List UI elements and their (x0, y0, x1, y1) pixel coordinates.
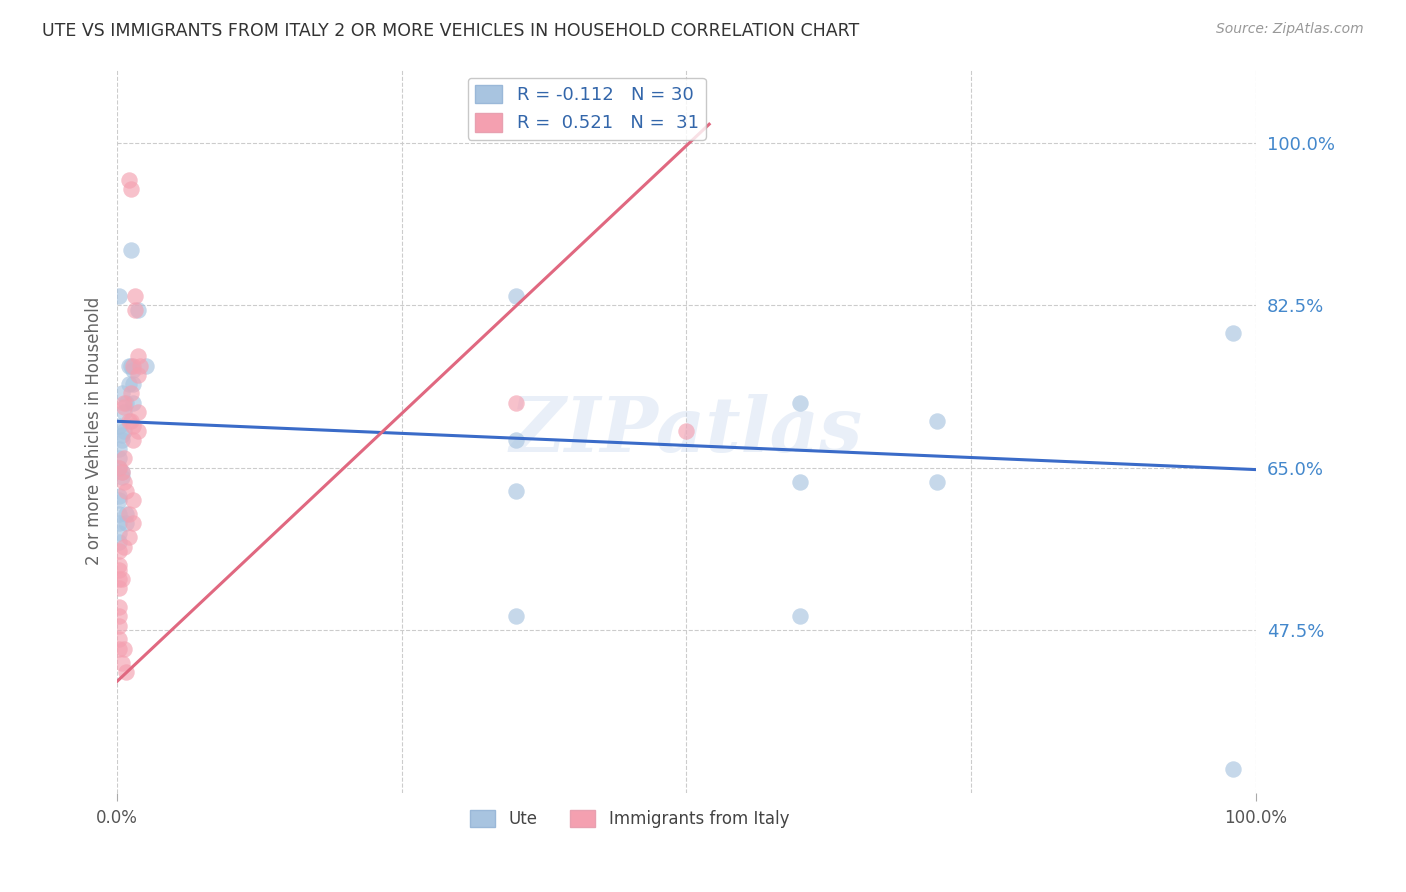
Point (1222, 763, 1244, 777)
Point (117, 414, 139, 428)
Point (108, 544, 131, 558)
Point (111, 466, 134, 480)
Point (112, 475, 135, 489)
Point (108, 525, 131, 540)
Point (111, 386, 134, 401)
Point (122, 359, 145, 373)
Point (117, 530, 139, 544)
Point (219, 809, 242, 823)
Legend: Ute, Immigrants from Italy: Ute, Immigrants from Italy (463, 804, 796, 835)
Point (120, 182, 142, 196)
Point (115, 395, 138, 409)
Point (135, 359, 157, 373)
Point (115, 483, 138, 498)
Point (111, 466, 134, 480)
Point (108, 493, 131, 508)
Point (120, 243, 142, 257)
Y-axis label: 2 or more Vehicles in Household: 2 or more Vehicles in Household (86, 296, 103, 565)
Point (124, 289, 146, 303)
Point (505, 609, 527, 624)
Point (127, 405, 149, 419)
Point (120, 359, 142, 373)
Point (115, 507, 138, 521)
Point (108, 558, 131, 573)
Point (122, 516, 145, 531)
Point (1222, 326, 1244, 340)
Point (108, 582, 131, 596)
Point (108, 507, 131, 521)
Point (120, 386, 142, 401)
Point (112, 424, 135, 438)
Point (789, 609, 811, 624)
Point (505, 483, 527, 498)
Point (108, 641, 131, 656)
Point (111, 470, 134, 484)
Point (117, 377, 139, 392)
Point (117, 359, 139, 373)
Point (108, 572, 131, 586)
Point (112, 401, 135, 415)
Point (108, 489, 131, 503)
Point (117, 507, 139, 521)
Point (112, 540, 135, 554)
Point (127, 302, 149, 317)
Point (112, 451, 135, 466)
Point (127, 349, 149, 363)
Text: UTE VS IMMIGRANTS FROM ITALY 2 OR MORE VEHICLES IN HOUSEHOLD CORRELATION CHART: UTE VS IMMIGRANTS FROM ITALY 2 OR MORE V… (42, 22, 859, 40)
Point (789, 475, 811, 489)
Point (108, 289, 131, 303)
Point (789, 395, 811, 409)
Point (108, 442, 131, 457)
Point (108, 419, 131, 434)
Point (122, 419, 145, 434)
Point (108, 451, 131, 466)
Point (120, 414, 142, 428)
Point (112, 395, 135, 409)
Point (122, 363, 145, 377)
Point (127, 368, 149, 382)
Point (505, 289, 527, 303)
Point (115, 665, 138, 679)
Point (108, 609, 131, 624)
Point (108, 599, 131, 614)
Point (925, 414, 948, 428)
Point (129, 359, 152, 373)
Point (111, 572, 134, 586)
Point (124, 302, 146, 317)
Point (108, 516, 131, 531)
Point (117, 173, 139, 187)
Point (108, 618, 131, 632)
Point (122, 433, 145, 447)
Point (505, 433, 527, 447)
Point (127, 424, 149, 438)
Point (108, 460, 131, 475)
Text: Source: ZipAtlas.com: Source: ZipAtlas.com (1216, 22, 1364, 37)
Text: ZIPatlas: ZIPatlas (510, 393, 863, 467)
Point (122, 493, 145, 508)
Point (111, 656, 134, 670)
Point (505, 395, 527, 409)
Point (112, 405, 135, 419)
Point (675, 424, 697, 438)
Point (111, 428, 134, 442)
Point (925, 475, 948, 489)
Point (108, 460, 131, 475)
Point (122, 377, 145, 392)
Point (108, 632, 131, 647)
Point (122, 395, 145, 409)
Point (108, 563, 131, 577)
Point (115, 516, 138, 531)
Point (111, 433, 134, 447)
Point (108, 535, 131, 549)
Point (112, 641, 135, 656)
